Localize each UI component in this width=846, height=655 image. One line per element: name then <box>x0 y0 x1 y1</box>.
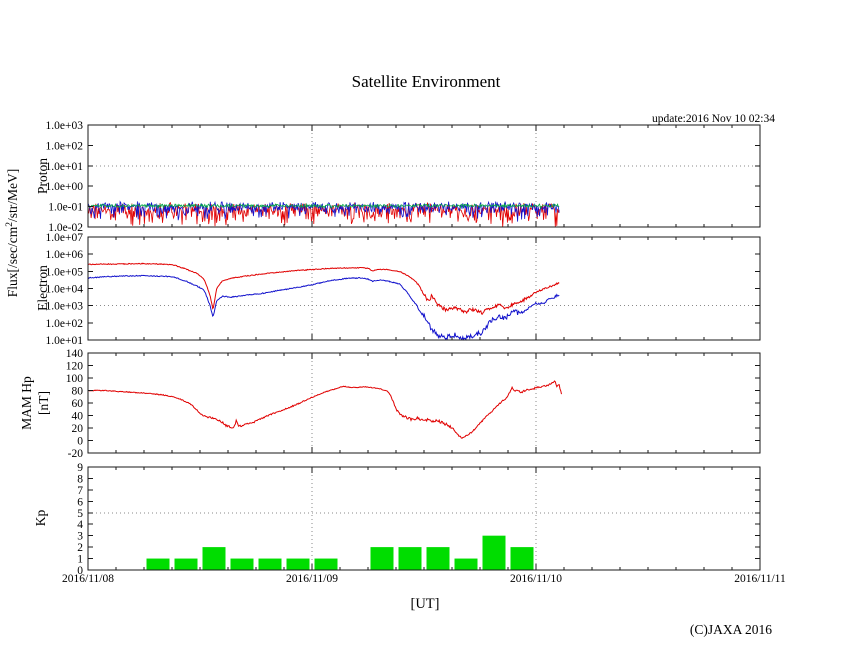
mam-hp-ytick-label: 40 <box>72 411 84 423</box>
series-proton-flux-green <box>87 202 560 210</box>
electron-ytick-label: 1.0e+02 <box>46 318 84 330</box>
mam-hp-ytick-label: -20 <box>68 448 84 460</box>
kp-bar-6 <box>314 558 338 570</box>
copyright-label: (C)JAXA 2016 <box>690 622 772 637</box>
series-mam-hp-red <box>87 380 562 439</box>
kp-bar-4 <box>258 558 282 570</box>
panel-proton: 1.0e+03 1.0e+02 1.0e+01 1.0e+00 1.0e-01 1.0e-… <box>46 120 761 234</box>
electron-ytick-label: 1.0e+01 <box>46 335 84 347</box>
kp-axis-label: Kp <box>33 510 48 527</box>
xtick-label-0: 2016/11/08 <box>62 573 114 585</box>
series-proton-flux-blue <box>87 200 560 222</box>
proton-ytick-label: 1.0e+03 <box>46 120 84 132</box>
electron-axis-label: Electron <box>35 265 50 311</box>
panel-electron: 1.0e+07 1.0e+06 1.0e+05 1.0e+04 1.0e+03 1.0e+… <box>46 232 761 347</box>
xtick-label-1: 2016/11/09 <box>286 573 338 585</box>
xtick-label-2: 2016/11/10 <box>510 573 562 585</box>
kp-bar-0 <box>146 558 170 570</box>
proton-ytick-label: 1.0e+01 <box>46 161 84 173</box>
series-electron-flux-red <box>87 262 560 315</box>
mam-hp-ytick-label: 60 <box>72 398 84 410</box>
chart-title: Satellite Environment <box>352 72 501 91</box>
xtick-label-3: 2016/11/11 <box>734 573 786 585</box>
kp-bar-3 <box>230 558 254 570</box>
proton-axis-label: Proton <box>35 158 50 194</box>
mam-hp-axis-label: MAM Hp <box>19 376 34 430</box>
update-timestamp: update:2016 Nov 10 02:34 <box>652 113 775 125</box>
kp-bar-12 <box>510 547 534 570</box>
kp-ytick-label: 0 <box>77 565 83 577</box>
kp-ytick-label: 7 <box>77 485 83 497</box>
series-electron-flux-blue <box>87 274 560 341</box>
kp-bar-5 <box>286 558 310 570</box>
electron-ytick-label: 1.0e+03 <box>46 301 84 313</box>
kp-bar-2 <box>202 547 226 570</box>
kp-bar-7 <box>370 547 394 570</box>
kp-ytick-label: 9 <box>77 462 83 474</box>
kp-bar-11 <box>482 535 506 570</box>
kp-bar-10 <box>454 558 478 570</box>
mam-hp-ytick-label: 100 <box>66 373 84 385</box>
electron-ytick-label: 1.0e+04 <box>46 284 84 296</box>
kp-bar-1 <box>174 558 198 570</box>
kp-ytick-label: 6 <box>77 496 83 508</box>
flux-axis-label: Flux[/sec/cm2/str/MeV] <box>5 169 20 298</box>
kp-frame <box>87 466 761 571</box>
proton-ytick-label: 1.0e-01 <box>48 202 83 214</box>
mam-hp-ytick-label: 120 <box>66 361 84 373</box>
proton-ytick-label: 1.0e-02 <box>48 222 83 234</box>
electron-ytick-label: 1.0e+07 <box>46 232 84 244</box>
electron-frame <box>87 236 761 341</box>
x-axis-unit-label: [UT] <box>411 596 440 612</box>
mam-hp-ytick-label: 140 <box>66 348 84 360</box>
electron-ytick-label: 1.0e+06 <box>46 249 84 261</box>
kp-bar-9 <box>426 547 450 570</box>
kp-ytick-label: 5 <box>77 508 83 520</box>
mam-hp-ytick-label: 20 <box>72 423 84 435</box>
proton-ytick-label: 1.0e+00 <box>46 181 84 193</box>
mam-hp-ytick-label: 0 <box>77 436 83 448</box>
mam-hp-ytick-label: 80 <box>72 386 84 398</box>
proton-ytick-label: 1.0e+02 <box>46 140 84 152</box>
panels-group: 1.0e+03 1.0e+02 1.0e+01 1.0e+00 1.0e-01 1.0e-… <box>46 120 786 585</box>
kp-ytick-label: 2 <box>77 542 83 554</box>
kp-ytick-label: 1 <box>77 554 83 566</box>
kp-ytick-label: 3 <box>77 531 83 543</box>
kp-ytick-label: 8 <box>77 473 83 485</box>
electron-ytick-label: 1.0e+05 <box>46 266 84 278</box>
mam-hp-unit-label: [nT] <box>36 391 51 415</box>
kp-ytick-label: 4 <box>77 519 83 531</box>
kp-bar-8 <box>398 547 422 570</box>
